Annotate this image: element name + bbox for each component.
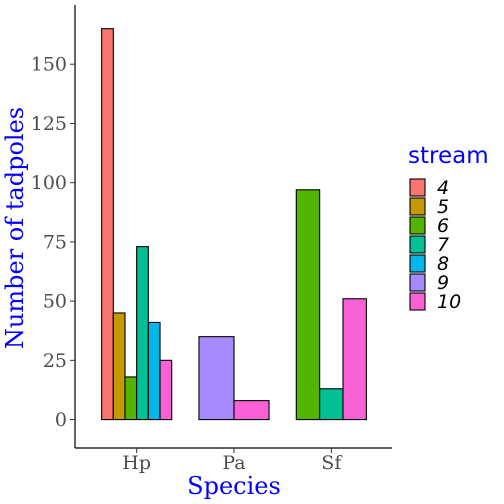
x-axis-title: Species bbox=[187, 472, 281, 500]
x-tick-label: Pa bbox=[222, 452, 245, 474]
legend-key-10 bbox=[409, 292, 426, 311]
y-tick-label: 150 bbox=[31, 54, 67, 76]
bar-Hp-stream-5 bbox=[112, 312, 126, 421]
bar-Sf-stream-10 bbox=[342, 298, 367, 421]
bar-Sf-stream-7 bbox=[319, 388, 344, 421]
legend-label-4: 4 bbox=[437, 177, 449, 199]
bar-Hp-stream-4 bbox=[101, 28, 114, 421]
bar-Pa-stream-9 bbox=[198, 336, 235, 421]
bar-Pa-stream-10 bbox=[233, 400, 270, 421]
legend-key-4 bbox=[409, 178, 426, 197]
legend-key-8 bbox=[409, 254, 426, 273]
bar-Hp-stream-6 bbox=[124, 376, 138, 421]
x-tick-label: Sf bbox=[321, 452, 343, 474]
y-tick-label: 100 bbox=[31, 172, 67, 194]
bar-Sf-stream-6 bbox=[295, 189, 321, 421]
legend-key-6 bbox=[409, 216, 426, 235]
legend-label-9: 9 bbox=[437, 272, 449, 294]
y-axis-ticks: 0 25 50 75 100 125 150 bbox=[31, 54, 75, 431]
legend-label-6: 6 bbox=[437, 215, 449, 237]
y-tick-label: 0 bbox=[55, 409, 67, 431]
legend-key-5 bbox=[409, 197, 426, 216]
bar-Hp-stream-10 bbox=[159, 359, 173, 421]
bar-Hp-stream-8 bbox=[147, 321, 161, 421]
y-tick-label: 50 bbox=[43, 291, 67, 313]
legend-title: stream bbox=[408, 143, 489, 169]
legend-key-9 bbox=[409, 273, 426, 292]
legend-label-7: 7 bbox=[437, 234, 449, 256]
y-axis-title: Number of tadpoles bbox=[1, 107, 29, 349]
bars-layer bbox=[101, 28, 367, 421]
x-tick-label: Hp bbox=[122, 452, 151, 474]
y-tick-label: 125 bbox=[31, 113, 67, 135]
legend-label-10: 10 bbox=[437, 291, 461, 313]
legend-key-7 bbox=[409, 235, 426, 254]
bar-Hp-stream-7 bbox=[136, 246, 149, 421]
legend-label-8: 8 bbox=[437, 253, 449, 275]
x-axis-ticks: Hp Pa Sf bbox=[122, 448, 343, 474]
legend-label-5: 5 bbox=[437, 196, 449, 218]
y-tick-label: 75 bbox=[43, 231, 67, 253]
y-tick-label: 25 bbox=[43, 350, 67, 372]
